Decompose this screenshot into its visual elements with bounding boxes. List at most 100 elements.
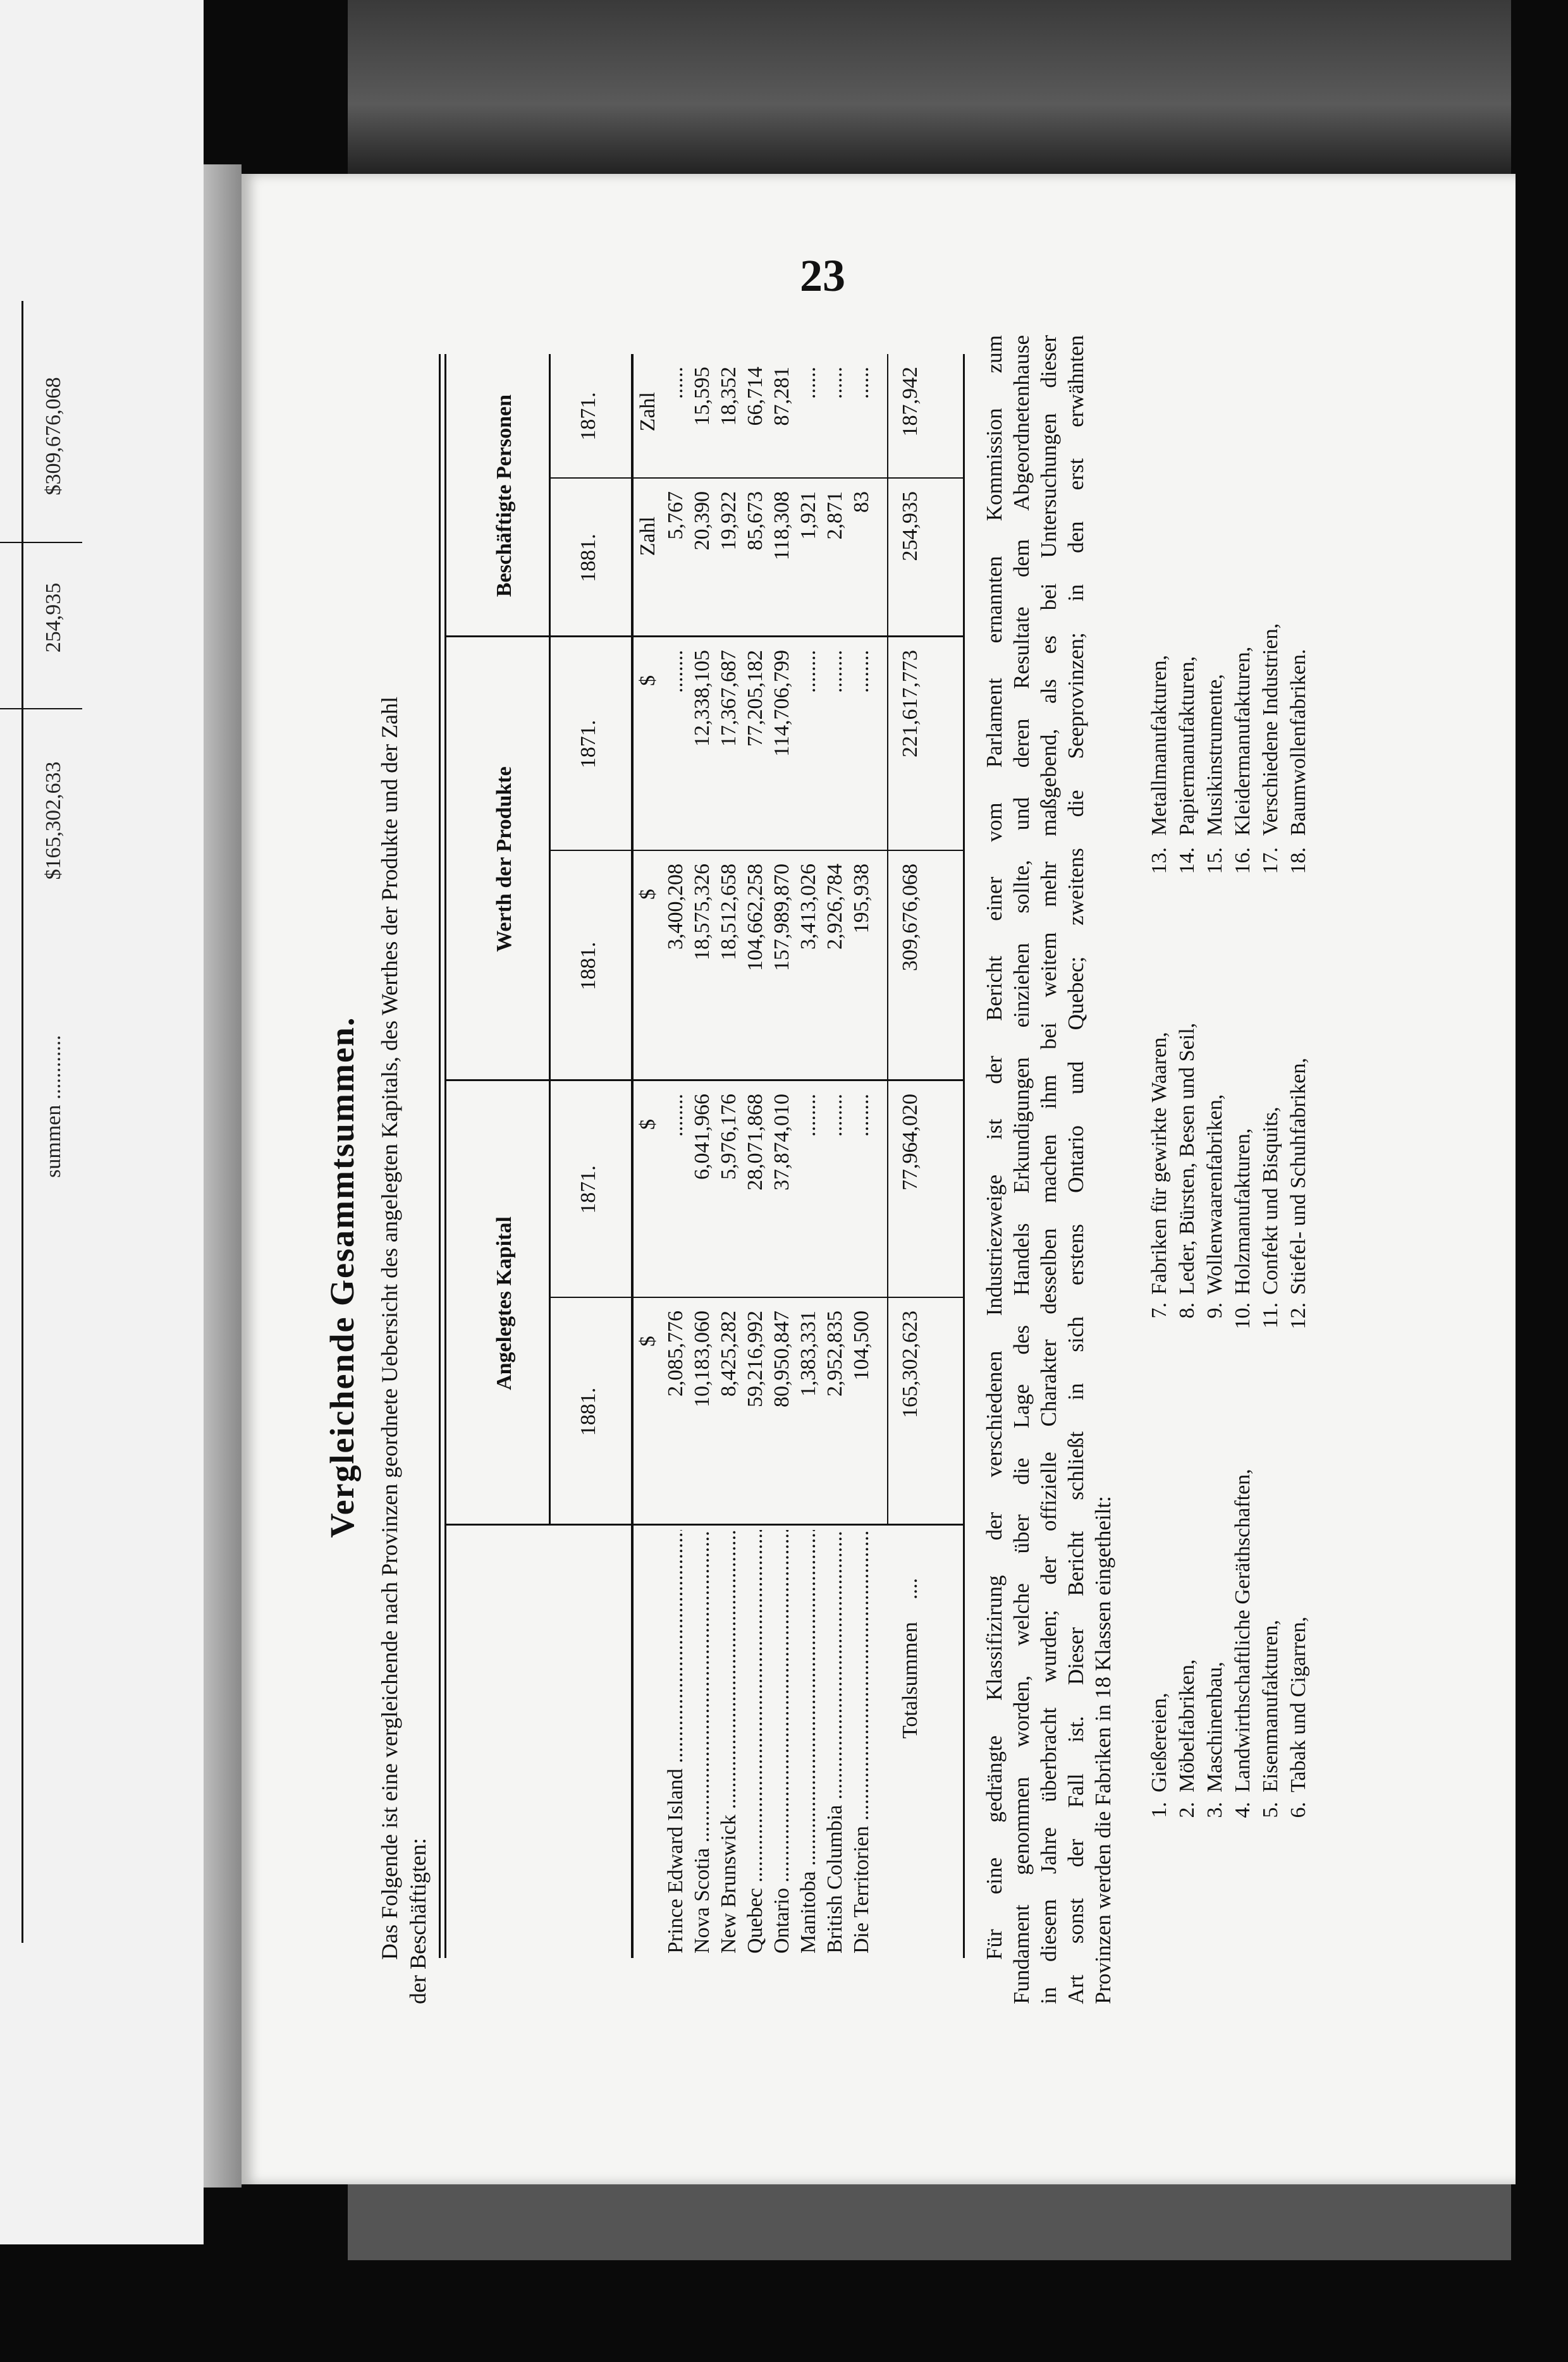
table-cell: 157,989,870 — [770, 864, 793, 971]
table-cell: 28,071,868 — [744, 1094, 767, 1190]
page-number: 23 — [800, 250, 845, 301]
table-cell: 1,921 — [797, 491, 820, 540]
dot-leader: ........................................… — [717, 1530, 740, 1814]
table-cell: 8,425,282 — [717, 1311, 740, 1397]
year-header: 1871. — [577, 392, 600, 441]
class-number: 1. — [1148, 1802, 1171, 1818]
table-cell: 12,338,105 — [690, 650, 714, 747]
dot-leader: ........................................… — [850, 1530, 873, 1827]
province-label: Prince Edward Island ...................… — [663, 1530, 689, 1954]
total-cell: 77,964,020 — [898, 1094, 922, 1190]
paragraph-line: Provinzen werden die Fabriken in 18 Klas… — [1091, 1496, 1115, 2004]
rotated-page-content: Vergleichende Gesammtsummen. Das Folgend… — [316, 256, 1325, 2004]
table-cell: 2,952,835 — [823, 1311, 847, 1397]
class-number: 14. — [1175, 847, 1199, 874]
class-number: 7. — [1148, 1302, 1171, 1319]
right-page — [242, 174, 1516, 2184]
province-name: Nova Scotia — [690, 1847, 714, 1954]
table-cell: 2,085,776 — [664, 1311, 687, 1397]
class-name: Stiefel- und Schuhfabriken, — [1287, 1058, 1310, 1295]
class-name: Gießereien, — [1148, 1692, 1171, 1792]
table-cell: 80,950,847 — [770, 1311, 793, 1407]
table-cell: 18,512,658 — [717, 864, 740, 960]
left-page-rule — [21, 301, 23, 1943]
province-name: Prince Edward Island — [664, 1768, 687, 1954]
province-label: Ontario ................................… — [769, 1530, 795, 1954]
table-cell: 19,922 — [717, 491, 740, 551]
table-bottom-rule — [963, 354, 965, 1958]
table-cell: ...... — [823, 367, 847, 399]
table-cell: 18,352 — [717, 367, 740, 426]
year-header: 1881. — [577, 534, 600, 582]
province-label: British Columbia .......................… — [822, 1530, 848, 1954]
table-cell: 37,874,010 — [770, 1094, 793, 1190]
unit-label: $ — [636, 1119, 659, 1130]
left-page-value: 254,935 — [42, 582, 65, 653]
class-name: Tabak und Cigarren, — [1287, 1616, 1310, 1792]
province-label: Quebec .................................… — [742, 1530, 769, 1954]
table-cell: ...... — [664, 367, 687, 399]
dot-leader: ........................................… — [664, 1530, 687, 1769]
left-page-rule — [0, 542, 82, 543]
class-number: 12. — [1287, 1302, 1310, 1330]
table-cell: ...... — [850, 367, 873, 399]
unit-label: $ — [636, 1336, 659, 1347]
total-cell: 187,942 — [898, 367, 922, 437]
table-cell: 2,871 — [823, 491, 847, 540]
dot-leader: .... — [898, 1578, 922, 1600]
left-page-value: $165,302,633 — [42, 761, 65, 880]
dot-leader: ........................................… — [770, 1530, 793, 1888]
class-number: 18. — [1287, 847, 1310, 874]
table-cell: 195,938 — [850, 864, 873, 934]
province-label: Die Territorien ........................… — [848, 1530, 875, 1954]
paragraph-line: Fundament genommen worden, welche über d… — [1009, 335, 1034, 2004]
total-label: Totalsummen — [898, 1622, 922, 1739]
dot-leader: ........................................… — [797, 1530, 820, 1871]
class-name: Confekt und Bisquits, — [1259, 1106, 1282, 1295]
table-cell: 3,413,026 — [797, 864, 820, 950]
group-header: Angelegtes Kapital — [493, 1216, 516, 1390]
scan-background-bottom — [348, 2184, 1511, 2260]
table-cell: 114,706,799 — [770, 650, 793, 757]
table-cell: 10,183,060 — [690, 1311, 714, 1407]
paragraph-line: Art sonst der Fall ist. Dieser Bericht s… — [1063, 335, 1088, 2004]
table-cell: 3,400,208 — [664, 864, 687, 950]
left-page-value: summen ............ — [42, 1035, 65, 1178]
table-cell: 83 — [850, 491, 873, 513]
table-top-rule — [444, 354, 446, 1958]
paragraph-line: Für eine gedrängte Klassifizirung der ve… — [982, 335, 1007, 1960]
class-number: 8. — [1175, 1302, 1199, 1319]
province-name: Manitoba — [797, 1871, 820, 1954]
table-cell: 18,575,326 — [690, 864, 714, 960]
province-label: Manitoba ...............................… — [795, 1530, 822, 1954]
book-gutter — [204, 164, 242, 2188]
class-name: Verschiedene Industrien, — [1259, 623, 1282, 836]
class-number: 11. — [1259, 1302, 1282, 1329]
year-header: 1881. — [577, 1387, 600, 1436]
class-name: Holzmanufakturen, — [1231, 1128, 1254, 1295]
year-header: 1871. — [577, 719, 600, 769]
class-number: 4. — [1231, 1802, 1254, 1818]
class-number: 5. — [1259, 1802, 1282, 1818]
table-cell: 104,662,258 — [744, 864, 767, 971]
table-cell: 2,926,784 — [823, 864, 847, 950]
class-name: Metallmanufakturen, — [1148, 654, 1171, 836]
table-cell: ........ — [850, 1094, 873, 1137]
province-name: Quebec — [744, 1888, 767, 1954]
left-page-value: $309,676,068 — [42, 377, 65, 496]
class-number: 13. — [1148, 847, 1171, 874]
province-name: New Brunswick — [717, 1814, 740, 1954]
class-name: Wollenwaarenfabriken, — [1203, 1094, 1227, 1295]
table-cell: 5,976,176 — [717, 1094, 740, 1180]
table-cell: 6,041,966 — [690, 1094, 714, 1180]
class-number: 16. — [1231, 847, 1254, 874]
class-number: 6. — [1287, 1802, 1310, 1818]
table-cell: 5,767 — [664, 491, 687, 540]
class-number: 9. — [1203, 1302, 1227, 1319]
class-number: 17. — [1259, 847, 1282, 874]
paragraph-line: in diesem Jahre überbracht wurden; der o… — [1036, 335, 1061, 2004]
class-number: 3. — [1203, 1802, 1227, 1818]
summary-table: Angelegtes Kapital Werth der Produkte Besc… — [316, 256, 1012, 2004]
group-header: Beschäftigte Personen — [493, 394, 516, 597]
table-cell: ........ — [823, 650, 847, 693]
